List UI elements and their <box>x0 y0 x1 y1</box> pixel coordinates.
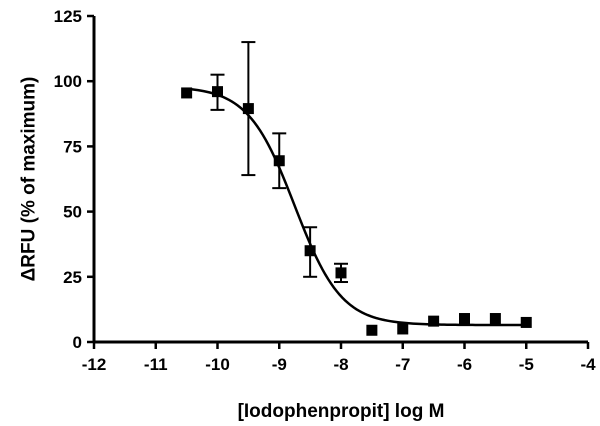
data-point <box>520 316 532 328</box>
data-point <box>428 315 440 327</box>
x-tick-label: -11 <box>144 355 168 374</box>
y-tick-label: 0 <box>73 333 82 352</box>
x-tick-label: -6 <box>457 355 472 374</box>
data-point <box>397 323 409 335</box>
y-tick-label: 50 <box>63 203 82 222</box>
tick-group: 0 25 50 75 100 125 -12 -11 -10 -9 -8 -7 -6 -5 -4 <box>54 7 596 374</box>
fit-curve <box>186 87 527 327</box>
data-point <box>459 313 470 325</box>
x-tick-label: -9 <box>272 355 287 374</box>
fit-curve-group <box>186 87 527 327</box>
data-point <box>242 103 254 115</box>
y-tick-label: 25 <box>63 268 82 287</box>
data-point <box>489 313 501 325</box>
x-tick-label: -8 <box>333 355 348 374</box>
data-point <box>273 155 285 167</box>
x-tick-label: -7 <box>395 355 410 374</box>
y-axis-label: ΔRFU (% of maximum) <box>19 77 40 282</box>
x-tick-label: -4 <box>580 355 596 374</box>
data-point <box>335 267 347 279</box>
x-tick-label: -5 <box>519 355 534 374</box>
y-tick-label: 75 <box>63 137 82 156</box>
x-tick-label: -12 <box>82 355 107 374</box>
x-tick-label: -10 <box>205 355 230 374</box>
data-points-group <box>181 86 532 336</box>
data-point <box>181 87 193 99</box>
y-tick-label: 125 <box>54 7 82 26</box>
data-point <box>212 86 223 98</box>
axes <box>92 16 588 344</box>
y-tick-label: 100 <box>54 72 82 91</box>
x-axis-label: [Iodophenpropit] log M <box>238 401 445 422</box>
data-point <box>366 324 378 336</box>
data-point <box>304 245 316 257</box>
